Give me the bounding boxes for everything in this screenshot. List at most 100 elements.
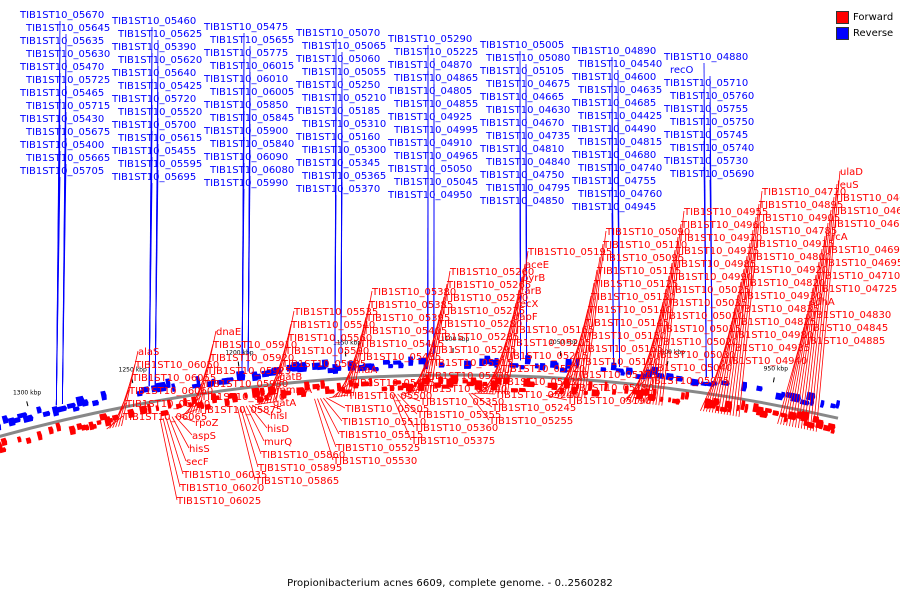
reverse-gene-label: TIB1ST10_05005 [479, 40, 564, 51]
forward-gene-label: TIB1ST10_04970 [677, 233, 762, 244]
reverse-gene-arrow [484, 355, 491, 365]
forward-gene-arrow [478, 383, 483, 391]
forward-gene-label: TIB1ST10_05020 [653, 337, 738, 348]
reverse-gene-label: TIB1ST10_05290 [387, 34, 472, 45]
forward-callout-line [658, 223, 682, 406]
scale-tick-label: 1200 kbp [225, 350, 253, 357]
reverse-gene-label: TIB1ST10_05675 [25, 127, 110, 138]
reverse-gene-arrow [665, 372, 674, 381]
scale-tick-label: 1300 kbp [13, 390, 41, 397]
scale-tick [237, 361, 240, 367]
reverse-gene-label: TIB1ST10_04685 [571, 98, 656, 109]
reverse-gene-label: TIB1ST10_04810 [479, 144, 564, 155]
reverse-gene-label: TIB1ST10_05465 [19, 88, 104, 99]
scale-tick [666, 360, 669, 367]
forward-gene-arrow [25, 437, 32, 445]
forward-gene-arrow [55, 422, 62, 432]
forward-callout-line [165, 417, 184, 475]
forward-callout-line [738, 190, 763, 417]
forward-gene-label: TIB1ST10_04885 [800, 336, 885, 347]
forward-gene-label: alaS [138, 347, 159, 358]
reverse-gene-label: TIB1ST10_05710 [663, 78, 748, 89]
forward-gene-label: TIB1ST10_05360 [413, 423, 498, 434]
forward-gene-label: TIB1ST10_04960 [680, 220, 765, 231]
forward-gene-label: TIB1ST10_04820 [740, 278, 825, 289]
forward-gene-label: TIB1ST10_05870 [200, 392, 285, 403]
reverse-gene-arrow [438, 362, 445, 368]
forward-callout-line [186, 382, 205, 415]
reverse-gene-arrow [321, 359, 329, 368]
forward-gene-arrow [183, 397, 188, 407]
forward-gene-label: TIB1ST10_05190 [566, 396, 651, 407]
reverse-gene-arrow [534, 363, 539, 369]
reverse-gene-arrow [559, 367, 568, 373]
forward-gene-label: TIB1ST10_05540 [290, 320, 375, 331]
forward-callout-line [572, 282, 595, 398]
forward-gene-label: TIB1ST10_05240 [494, 390, 579, 401]
forward-gene-label: TIB1ST10_06025 [176, 496, 261, 507]
reverse-gene-label: TIB1ST10_04740 [577, 163, 662, 174]
forward-gene-label: TIB1ST10_05260 [449, 267, 534, 278]
forward-gene-label: TIB1ST10_05415 [359, 339, 444, 350]
forward-gene-label: TIB1ST10_04845 [803, 323, 888, 334]
reverse-gene-label: TIB1ST10_05645 [25, 23, 110, 34]
forward-gene-arrow [175, 403, 182, 409]
reverse-callout-line [709, 179, 713, 379]
forward-callout-line [468, 392, 490, 421]
forward-gene-label: TIB1ST10_05395 [365, 313, 450, 324]
forward-gene-label: mmmA [276, 385, 312, 396]
reverse-gene-arrow [835, 400, 841, 409]
forward-gene-arrow [772, 410, 780, 417]
forward-callout-line [429, 270, 451, 394]
forward-callout-line [551, 373, 574, 397]
forward-gene-arrow [88, 421, 95, 431]
reverse-gene-arrow [251, 371, 258, 382]
forward-gene-label: TIB1ST10_05435 [356, 352, 441, 363]
forward-gene-label: TIB1ST10_05265 [446, 280, 531, 291]
forward-callout-line [106, 415, 124, 430]
forward-gene-label: TIB1ST10_05125 [593, 279, 678, 290]
reverse-gene-label: TIB1ST10_04680 [571, 150, 656, 161]
forward-gene-arrow [300, 389, 307, 398]
forward-gene-label: TIB1ST10_05130 [590, 292, 675, 303]
forward-gene-label: TIB1ST10_05515 [338, 430, 423, 441]
forward-gene-label: ulaD [840, 167, 863, 178]
forward-gene-arrow [200, 402, 205, 410]
forward-callout-line [717, 281, 742, 414]
reverse-gene-label: TIB1ST10_04805 [387, 86, 472, 97]
reverse-gene-arrow [620, 371, 625, 376]
forward-gene-label: TIB1ST10_06035 [182, 470, 267, 481]
reverse-gene-arrow [690, 378, 700, 387]
reverse-gene-arrow [236, 370, 246, 382]
forward-gene-arrow [482, 381, 488, 387]
reverse-gene-arrow [479, 358, 486, 367]
reverse-gene-arrow [66, 402, 76, 409]
reverse-gene-label: TIB1ST10_05060 [295, 54, 380, 65]
forward-gene-label: TIB1ST10_06050 [134, 360, 219, 371]
forward-gene-label: TIB1ST10_04940 [722, 356, 807, 367]
forward-callout-line [242, 406, 262, 455]
forward-gene-arrow [224, 398, 230, 407]
reverse-gene-arrow [555, 362, 559, 370]
reverse-gene-label: TIB1ST10_05695 [111, 172, 196, 183]
forward-callout-line [723, 255, 748, 415]
forward-callout-line [477, 380, 499, 394]
reverse-gene-label: TIB1ST10_04945 [571, 202, 656, 213]
reverse-callout-line [340, 181, 343, 363]
forward-gene-label: TIB1ST10_06020 [179, 483, 264, 494]
reverse-gene-arrow [539, 363, 546, 371]
forward-gene-arrow [316, 386, 320, 391]
reverse-gene-label: TIB1ST10_05475 [203, 22, 288, 33]
forward-gene-label: TIB1ST10_05865 [254, 476, 339, 487]
forward-gene-label: hrcA [825, 232, 848, 243]
reverse-gene-label: TIB1ST10_05300 [301, 145, 386, 156]
forward-callout-line [195, 343, 214, 413]
forward-callout-line [251, 404, 271, 416]
forward-gene-arrow [361, 381, 370, 387]
forward-gene-arrow [215, 395, 220, 401]
forward-callout-line [471, 392, 493, 408]
reverse-gene-label: TIB1ST10_05900 [203, 126, 288, 137]
forward-gene-label: TIB1ST10_05340 [422, 384, 507, 395]
reverse-gene-label: TIB1ST10_05990 [203, 178, 288, 189]
forward-gene-label: aceE [525, 260, 549, 271]
